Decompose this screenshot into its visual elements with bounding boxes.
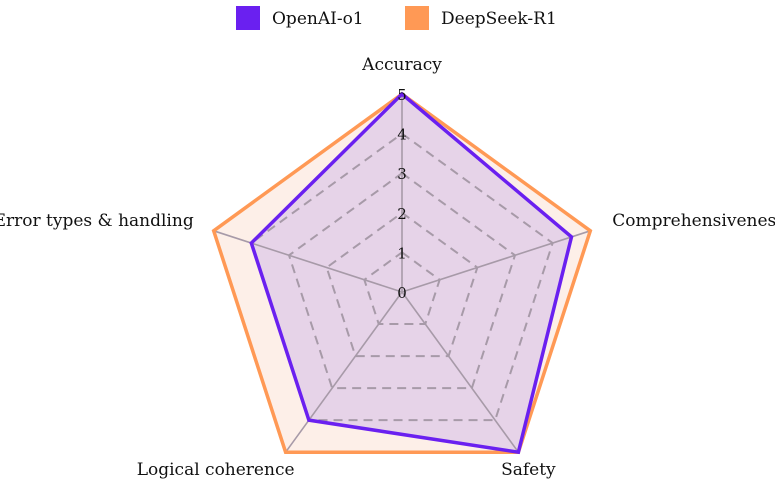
tick-label-4: 4: [397, 126, 407, 144]
axis-label-safety: Safety: [501, 460, 556, 480]
tick-label-5: 5: [397, 86, 407, 104]
axis-label-accuracy: Accuracy: [361, 55, 442, 75]
grid-spoke-logical-coherence: [284, 291, 403, 453]
legend-label-openai-o1: OpenAI-o1: [272, 9, 364, 29]
tick-label-3: 3: [397, 165, 407, 183]
series-line-deepseek-r1: [211, 91, 593, 454]
tick-label-0: 0: [397, 284, 407, 302]
tick-label-2: 2: [397, 205, 407, 223]
axis-label-logical-coherence: Logical coherence: [137, 460, 295, 480]
radar-series: [211, 91, 593, 455]
grid-ring-4: [250, 132, 554, 422]
legend-swatch-deepseek-r1: [405, 6, 429, 30]
grid-ring-1: [363, 251, 441, 326]
series-line-openai-o1: [249, 91, 574, 455]
grid-ring-2: [325, 211, 479, 358]
legend-swatch-openai-o1: [236, 6, 260, 30]
grid-spoke-error-types-handling: [213, 230, 403, 293]
series-area-openai-o1: [251, 94, 572, 453]
legend-label-deepseek-r1: DeepSeek-R1: [441, 9, 557, 29]
grid-spoke-comprehensiveness: [401, 230, 591, 293]
axis-label-comprehensiveness: Comprehensiveness: [612, 211, 775, 231]
tick-label-1: 1: [397, 244, 407, 262]
grid-ring-3: [287, 171, 517, 390]
axis-label-error-types-handling: Error types & handling: [0, 211, 194, 231]
legend: OpenAI-o1 DeepSeek-R1: [236, 6, 557, 30]
radar-labels: 0 1 2 3 4 5 Accuracy Comprehensiveness Safety Log…: [0, 55, 775, 480]
grid-spoke-safety: [401, 291, 520, 453]
